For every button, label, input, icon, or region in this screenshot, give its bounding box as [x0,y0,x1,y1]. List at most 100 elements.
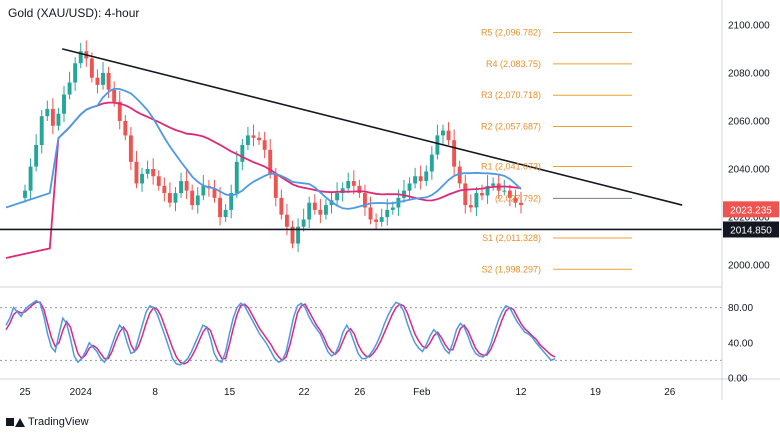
time-tick-label: 2024 [70,387,93,398]
candle-body [73,63,78,83]
candle-body [234,161,239,194]
candle-body [145,169,150,174]
candle-body [429,154,434,172]
candle-body [480,193,484,196]
tradingview-logo-icon [6,416,25,428]
candle-body [312,202,317,210]
pivot-level-label: R1 (2,041.073) [481,161,541,171]
candle-body [223,209,228,218]
candle-body [218,197,223,218]
candle-body [140,173,144,184]
pivot-level-label: R3 (2,070.718) [481,90,541,100]
candle-body [229,193,234,210]
candle-body [457,166,462,184]
time-tick-label: 19 [590,387,602,398]
candle-body [363,193,367,208]
candle-body [390,207,395,210]
fast-moving-average-line [5,87,522,210]
candle-body [167,193,172,203]
candle-body [290,226,295,244]
candle-body [257,137,262,141]
candle-body [128,135,133,162]
candle-body [351,181,356,186]
pivot-level-label: S1 (2,011.328) [482,233,541,243]
candle-body [507,190,512,198]
descending-trendline [62,48,683,206]
candle-body [335,193,340,201]
candle-body [23,190,27,198]
stochastic-pane [0,299,722,366]
candle-body [45,108,50,117]
price-tick-label: 2000.000 [728,261,770,272]
time-tick-label: 25 [19,387,31,398]
support-price-label: 2014.850 [730,225,772,236]
candle-body [56,113,61,126]
candle-body [340,188,345,194]
candle-body [201,185,206,196]
pivot-level-label: S2 (1,998.297) [481,264,541,274]
price-tick-label: 2020.000 [728,213,770,224]
candle-body [485,185,490,196]
candle-body [407,183,412,191]
price-tick-label: 2060.000 [728,116,770,127]
candle-body [251,135,256,138]
candle-body [262,140,267,150]
candle-body [273,173,278,198]
candle-body [385,209,390,218]
candle-body [402,190,406,198]
price-tick-label: 2040.000 [728,165,770,176]
candle-body [424,171,429,182]
candle-body [112,89,117,102]
candle-body [323,205,328,215]
tradingview-brand[interactable]: TradingView [6,416,89,428]
candle-body [346,181,351,189]
candle-body [62,94,66,114]
candle-body [245,135,250,145]
price-pane: R5 (2,096.782) R4 (2,083.75) R3 (2,070.718… [0,28,722,274]
pivot-level-label: (2,027.792) [495,193,541,203]
candle-body [184,181,189,191]
candle-body [519,202,523,206]
candle-body [89,58,94,78]
candle-body [418,176,423,182]
candle-body [67,82,72,95]
candle-body [240,145,245,162]
candle-body [474,193,479,208]
candle-body [212,188,217,198]
candle-body [491,183,496,186]
candle-body [34,145,39,167]
candle-body [284,214,289,227]
brand-name: TradingView [28,416,89,428]
oscillator-tick-label: 0.00 [728,374,748,385]
candle-body [101,72,105,85]
candle-body [502,190,507,192]
candle-body [173,193,178,203]
candle-body [78,51,83,64]
candle-body [368,207,373,220]
pivot-level-label: R2 (2,057.687) [481,122,541,132]
candle-body [268,149,273,174]
candle-body [95,77,100,85]
candle-body [379,217,384,222]
candle-body [106,72,111,90]
candle-body [513,197,518,203]
price-tick-label: 2080.000 [728,68,770,79]
candle-body [374,219,379,222]
chart-title: Gold (XAU/USD): 4-hour [8,6,140,20]
candle-body [413,176,418,184]
candle-body [301,219,306,227]
axes: 2100.000 2080.000 2060.000 2040.000 2020.000… [0,0,780,400]
slow-moving-average-line [5,101,522,259]
candle-body [162,185,167,194]
stochastic-k-line [5,299,556,366]
candle-body [446,130,451,141]
candle-body [50,108,55,126]
oscillator-tick-label: 40.00 [728,338,753,349]
candle-body [441,130,445,136]
candle-body [357,185,362,194]
time-tick-label: 26 [664,387,676,398]
candle-body [134,161,139,184]
candle-body [279,197,284,215]
